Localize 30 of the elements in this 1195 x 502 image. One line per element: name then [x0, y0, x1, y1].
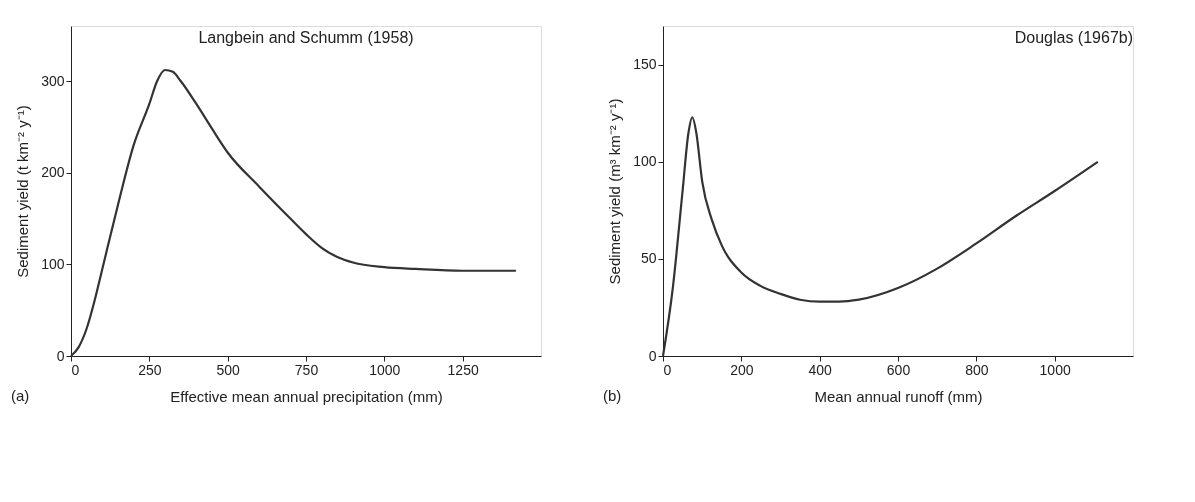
- x-tick-label: 1000: [369, 361, 401, 378]
- line-series: [69, 68, 518, 358]
- x-axis-title: Effective mean annual precipitation (mm): [170, 387, 443, 405]
- x-axis-title: Mean annual runoff (mm): [814, 387, 983, 405]
- x-tick-label: 0: [663, 361, 672, 378]
- y-tick-label: 300: [41, 72, 65, 89]
- x-tick-label: 1250: [447, 361, 479, 378]
- text: (b): [603, 387, 622, 404]
- line-series: [661, 116, 1099, 358]
- y-tick-label: 0: [56, 347, 65, 364]
- y-tick-label: 50: [640, 250, 657, 267]
- text: (a): [11, 387, 30, 404]
- x-tick-label: 600: [886, 361, 911, 378]
- y-axis-title: Sediment yield (t km⁻² y⁻¹): [14, 105, 32, 278]
- y-tick-label: 200: [41, 164, 65, 181]
- y-tick-label: 0: [648, 347, 657, 364]
- x-tick-label: 750: [294, 361, 319, 378]
- x-tick-label: 1000: [1039, 361, 1071, 378]
- y-tick-label: 100: [41, 255, 65, 272]
- chart-title: Douglas (1967b): [1014, 29, 1133, 46]
- x-tick-label: 400: [808, 361, 833, 378]
- x-tick-label: 250: [138, 361, 162, 378]
- y-axis-title: Sediment yield (m³ km⁻² y⁻¹): [606, 98, 624, 285]
- x-tick-label: 500: [216, 361, 241, 378]
- x-tick-label: 200: [730, 361, 754, 378]
- chart-title: Langbein and Schumm (1958): [198, 29, 414, 46]
- x-tick-label: 0: [71, 361, 80, 378]
- y-tick-label: 100: [633, 153, 657, 170]
- x-tick-label: 800: [965, 361, 989, 378]
- y-tick-label: 150: [633, 56, 657, 73]
